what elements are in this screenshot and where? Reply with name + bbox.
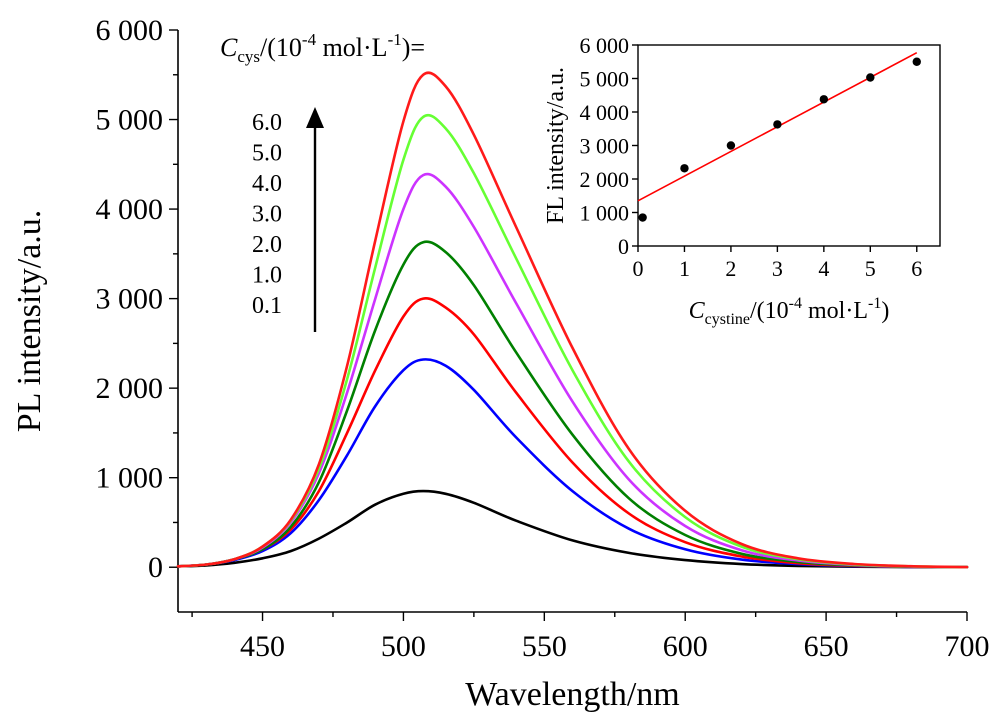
inset-data-point [912, 57, 921, 66]
concentration-label: 3.0 [252, 202, 282, 228]
inset-y-tick-label: 3 000 [580, 134, 630, 159]
spectrum-line-1 [176, 358, 969, 569]
concentration-label: 0.1 [252, 293, 282, 319]
main-x-tick-label: 500 [381, 630, 426, 663]
spectrum-line-6 [176, 71, 969, 569]
inset-data-point [866, 73, 875, 82]
inset-y-axis-title: FL intensity/a.u. [543, 67, 569, 224]
inset-y-tick-label: 5 000 [580, 67, 630, 92]
spectrum-line-3 [176, 240, 969, 569]
concentration-label: 4.0 [252, 171, 282, 197]
inset-data-point [819, 95, 829, 104]
inset-x-tick-label: 3 [772, 256, 783, 281]
main-y-tick-label: 5 000 [96, 104, 164, 137]
inset-data-point [773, 120, 782, 129]
inset-x-tick-label: 4 [818, 256, 829, 281]
concentration-legend: Ccys/(10-4 mol·L-1)= 6.0 5.0 4.0 3.0 2.0 1.0 0… [220, 30, 425, 332]
inset-frame [637, 44, 941, 247]
inset-data-point [726, 141, 736, 150]
main-y-tick-label: 0 [148, 551, 163, 584]
main-series-group [176, 71, 969, 569]
concentration-label: 1.0 [252, 263, 282, 289]
inset-y-tick-label: 0 [618, 234, 629, 259]
inset-plot: 0 1 000 2 000 3 000 4 000 5 000 6 000 0 1 2 3 4 5 6 FL… [543, 33, 941, 328]
increase-arrow-head [306, 107, 324, 128]
spectrum-line-0 [176, 489, 969, 569]
main-x-tick-label: 600 [663, 630, 708, 663]
inset-x-tick-label: 1 [679, 256, 690, 281]
spectrum-line-5 [176, 113, 969, 569]
main-x-tick-label: 550 [522, 630, 567, 663]
main-y-tick-label: 6 000 [96, 14, 164, 47]
concentration-label: 5.0 [252, 141, 282, 167]
inset-y-tick-label: 2 000 [580, 167, 630, 192]
inset-data-point [680, 164, 689, 173]
legend-title: Ccys/(10-4 mol·L-1)= [220, 30, 425, 66]
main-x-tick-label: 650 [804, 630, 849, 663]
inset-x-tick-label: 6 [911, 256, 922, 281]
main-y-tick-label: 4 000 [96, 193, 164, 226]
inset-x-axis-title: Ccystine/(10-4 mol·L-1) [689, 295, 890, 328]
main-x-axis-title: Wavelength/nm [465, 676, 679, 713]
main-x-tick-label: 450 [240, 630, 285, 663]
main-y-axis-title: PL intensity/a.u. [11, 210, 48, 433]
main-y-tick-label: 3 000 [96, 283, 164, 316]
main-y-tick-label: 1 000 [96, 462, 164, 495]
main-x-tick-label: 700 [945, 630, 990, 663]
inset-y-tick-label: 6 000 [580, 33, 630, 58]
inset-y-tick-label: 1 000 [580, 201, 630, 226]
concentration-labels: 6.0 5.0 4.0 3.0 2.0 1.0 0.1 [252, 110, 282, 319]
inset-series-group [637, 51, 921, 222]
concentration-label: 2.0 [252, 232, 282, 258]
concentration-label: 6.0 [252, 110, 282, 136]
inset-x-tick-label: 0 [633, 256, 644, 281]
main-y-tick-label: 2 000 [96, 372, 164, 405]
inset-axes: 0 1 000 2 000 3 000 4 000 5 000 6 000 0 1 2 3 4 5 6 FL… [543, 33, 941, 328]
inset-data-point [638, 213, 647, 222]
inset-x-tick-label: 5 [865, 256, 876, 281]
inset-y-tick-label: 4 000 [580, 100, 630, 125]
inset-x-tick-label: 2 [725, 256, 736, 281]
